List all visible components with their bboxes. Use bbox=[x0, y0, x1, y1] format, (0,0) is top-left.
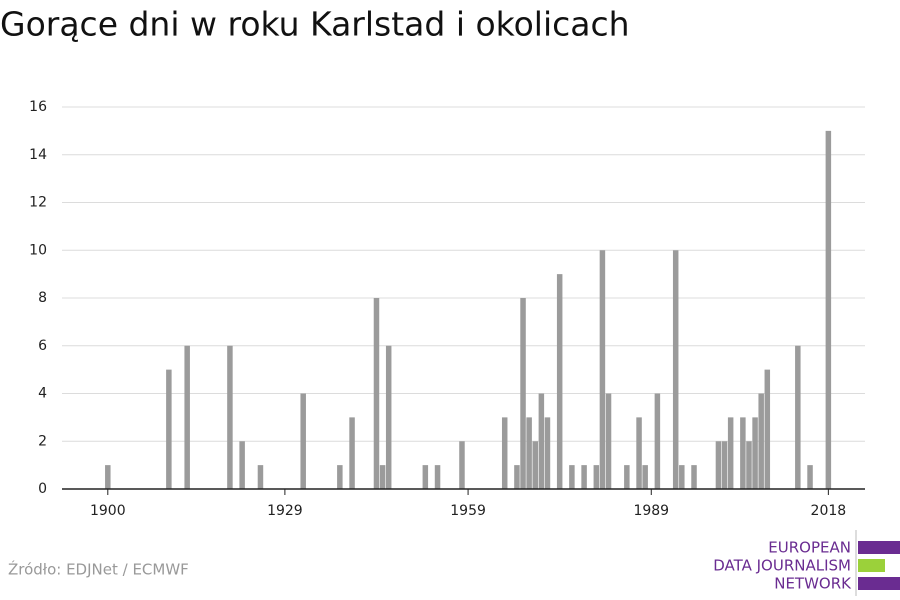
y-tick-label: 2 bbox=[38, 433, 47, 449]
bar bbox=[337, 465, 343, 489]
bar bbox=[538, 393, 545, 489]
y-tick-label: 4 bbox=[38, 386, 47, 402]
bar bbox=[349, 417, 355, 489]
bar bbox=[184, 345, 190, 489]
bar bbox=[752, 417, 758, 489]
bar bbox=[654, 393, 661, 489]
x-tick-label: 1989 bbox=[633, 503, 669, 519]
bar bbox=[727, 417, 734, 489]
bar bbox=[740, 417, 746, 489]
bar bbox=[526, 417, 532, 489]
logo-bar bbox=[858, 541, 900, 554]
bar bbox=[300, 393, 306, 489]
x-tick-label: 1959 bbox=[450, 503, 486, 519]
bar bbox=[672, 250, 679, 489]
y-tick-label: 0 bbox=[38, 481, 47, 497]
bar bbox=[691, 465, 697, 489]
x-tick-label: 2018 bbox=[811, 503, 847, 519]
y-tick-label: 8 bbox=[38, 290, 47, 306]
bar bbox=[599, 250, 606, 489]
bar bbox=[581, 465, 587, 489]
bar bbox=[679, 465, 685, 489]
y-tick-label: 6 bbox=[38, 338, 47, 354]
y-tick-label: 14 bbox=[29, 147, 47, 163]
bar bbox=[721, 441, 728, 489]
bar bbox=[807, 465, 813, 489]
bar bbox=[795, 345, 801, 489]
logo-bar bbox=[858, 559, 885, 572]
logo-bar bbox=[858, 577, 900, 590]
bar bbox=[227, 345, 233, 489]
bar bbox=[636, 417, 642, 489]
bar bbox=[385, 345, 392, 489]
bar bbox=[532, 441, 538, 489]
source: Źródło: EDJNet / ECMWF bbox=[8, 560, 189, 579]
bar bbox=[758, 393, 764, 489]
x-tick-label: 1900 bbox=[90, 503, 126, 519]
x-tick-label: 1929 bbox=[267, 503, 303, 519]
bar bbox=[825, 130, 832, 489]
bar bbox=[764, 369, 771, 489]
logo-text: NETWORK bbox=[774, 575, 852, 593]
chart-title: Gorące dni w roku Karlstad i okolicach bbox=[0, 5, 630, 44]
bar bbox=[642, 465, 648, 489]
bar bbox=[434, 465, 441, 489]
bar bbox=[501, 417, 508, 489]
bar bbox=[166, 369, 172, 489]
bar bbox=[624, 465, 630, 489]
bar bbox=[556, 274, 563, 489]
bar bbox=[746, 441, 752, 489]
bar bbox=[373, 298, 380, 489]
logo-text: EUROPEAN bbox=[768, 539, 851, 557]
bar bbox=[422, 465, 429, 489]
bar bbox=[514, 465, 520, 489]
bar bbox=[544, 417, 551, 489]
bar bbox=[379, 465, 386, 489]
logo-text: DATA JOURNALISM bbox=[713, 557, 851, 575]
bar bbox=[459, 441, 465, 489]
bar bbox=[715, 441, 722, 489]
logo: EUROPEAN DATA JOURNALISM NETWORK bbox=[713, 530, 900, 596]
y-tick-label: 10 bbox=[29, 242, 47, 258]
bar bbox=[593, 465, 600, 489]
bar bbox=[605, 393, 612, 489]
bar bbox=[257, 465, 264, 489]
bar bbox=[105, 465, 111, 489]
bar bbox=[569, 465, 575, 489]
y-tick-label: 12 bbox=[29, 195, 47, 211]
y-tick-label: 16 bbox=[29, 99, 47, 115]
bar bbox=[520, 298, 526, 489]
bar bbox=[239, 441, 245, 489]
